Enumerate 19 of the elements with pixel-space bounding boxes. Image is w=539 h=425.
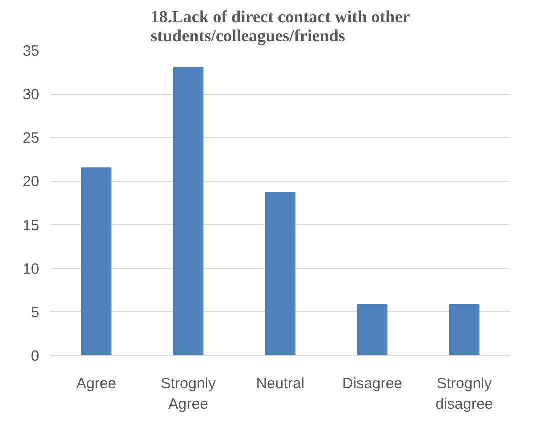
bar xyxy=(449,304,480,356)
x-tick-label: Disagree xyxy=(342,376,403,392)
x-tick-label: Strognly disagree xyxy=(436,376,494,413)
bar xyxy=(357,304,388,356)
y-tick-label: 20 xyxy=(22,174,40,191)
chart-title: 18.Lack of direct contact with other students/colleagues/friends xyxy=(150,8,411,46)
y-tick-label: 5 xyxy=(31,304,40,322)
x-tick-label: Strognly Agree xyxy=(160,376,217,413)
y-tick-label: 30 xyxy=(22,86,40,104)
y-tick-label: 10 xyxy=(22,260,40,278)
bar xyxy=(81,168,112,356)
y-tick-label: 35 xyxy=(22,43,40,60)
y-tick-label: 0 xyxy=(31,348,40,365)
x-tick-label: Agree xyxy=(76,376,117,392)
bar xyxy=(173,67,204,356)
y-tick-label: 25 xyxy=(22,130,40,148)
x-tick-label: Neutral xyxy=(256,376,305,392)
bar xyxy=(265,192,296,356)
y-tick-label: 15 xyxy=(22,217,40,234)
